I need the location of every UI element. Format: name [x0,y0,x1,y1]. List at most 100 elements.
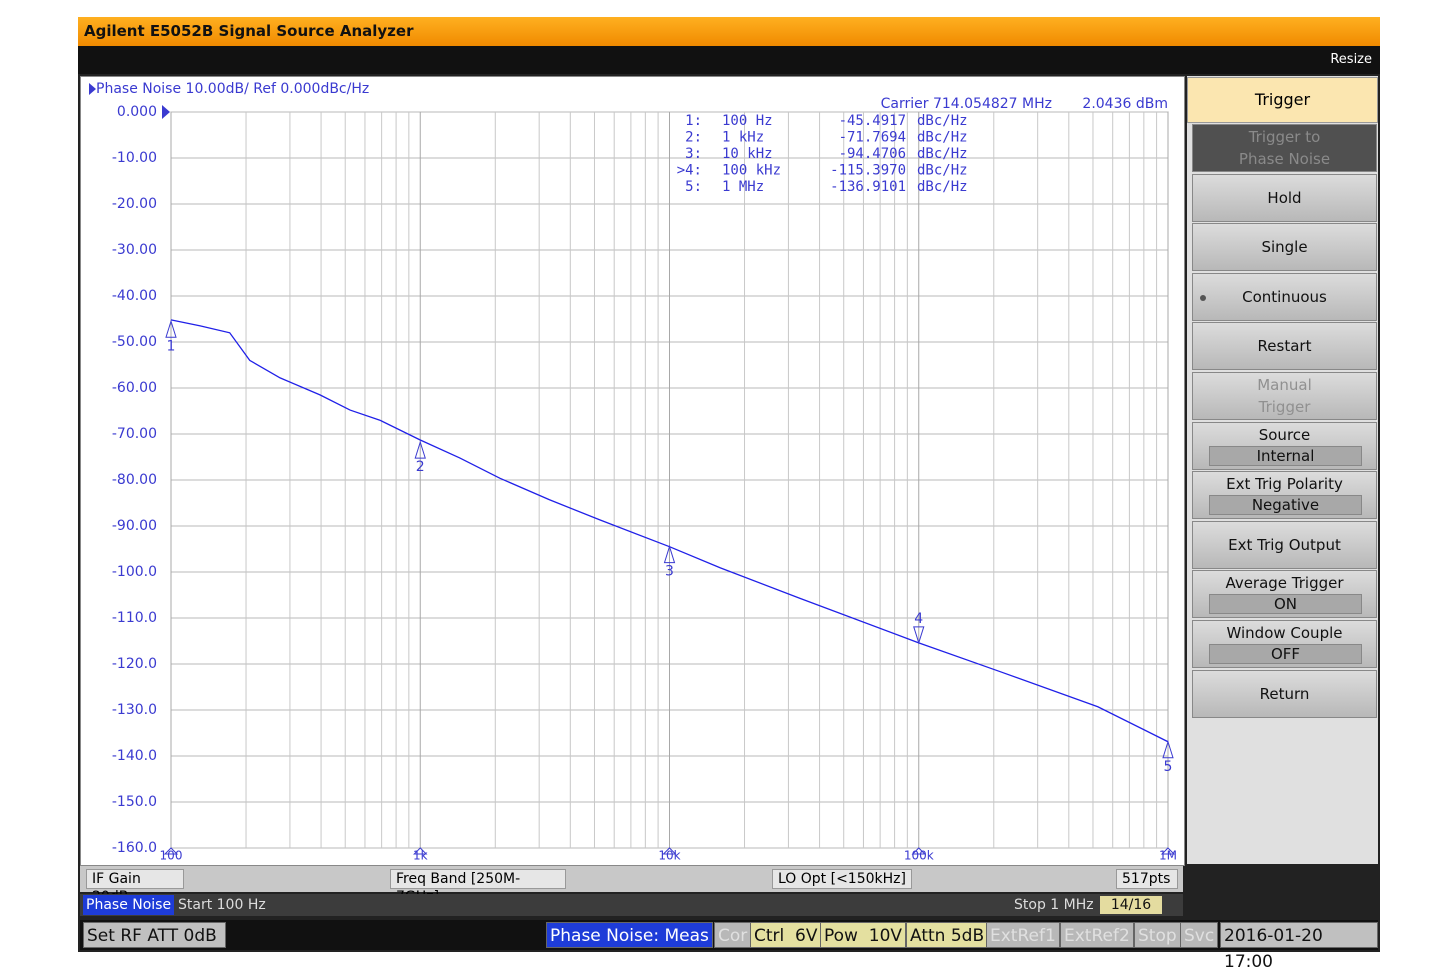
y-tick-label: -50.00 [112,334,157,350]
message: Set RF ATT 0dB [83,922,226,948]
softkey-label: Ext Trig Polarity [1226,475,1343,493]
stop: Stop 1 MHz [1014,897,1094,913]
y-tick-label: -120.0 [112,656,157,672]
y-tick-label: -90.00 [112,518,157,534]
y-tick-label: 0.000 [117,104,157,120]
carrier: Carrier 714.054827 MHz [881,96,1052,112]
softkey[interactable]: Source Internal [1192,422,1377,470]
softkey[interactable]: Average Trigger ON [1192,570,1377,618]
info-bar: IF Gain 20dB Freq Band [250M-7GHz] LO Op… [80,866,1183,905]
marker-label: 5 [1164,759,1173,775]
marker-unit: dBc/Hz [917,163,968,179]
softkey-label: Hold [1267,189,1302,207]
marker-id: 3: [685,146,702,162]
lo-opt: LO Opt [<150kHz] [772,869,912,889]
softkey-label: Manual Trigger [1257,376,1312,416]
marker-x: 1 MHz [722,179,764,195]
softkey[interactable]: Hold [1192,174,1377,222]
softkey[interactable]: Single [1192,223,1377,271]
marker-label: 2 [416,459,425,475]
softkey-label: Window Couple [1226,624,1343,642]
attn: Attn 5dB [906,922,989,948]
ref-pointer [162,105,170,119]
softkey: Trigger to Phase Noise [1192,124,1377,172]
marker-id: >4: [677,163,702,179]
y-tick-label: -70.00 [112,426,157,442]
resize-button[interactable]: Resize [1330,52,1372,67]
marker-unit: dBc/Hz [917,113,968,129]
marker-id: 1: [685,113,702,129]
y-tick-label: -10.00 [112,150,157,166]
y-tick-label: -140.0 [112,748,157,764]
marker [165,319,177,338]
stop-indicator: Stop [1134,922,1181,948]
marker-label: 4 [914,611,923,627]
page: 14/16 [1100,896,1162,914]
marker-id: 2: [685,130,702,146]
y-tick-label: -60.00 [112,380,157,396]
marker-value: -71.7694 [839,130,906,146]
y-tick-label: -30.00 [112,242,157,258]
menu-bar: Resize [78,46,1380,74]
marker-unit: dBc/Hz [917,179,968,195]
softkey[interactable]: Continuous [1192,273,1377,321]
y-tick-label: -20.00 [112,196,157,212]
softkey-value: ON [1209,594,1362,614]
softkey-label: Average Trigger [1225,574,1344,592]
x-tick-label: 100k [904,849,934,863]
marker-label: 3 [665,564,674,580]
x-tick-label: 1M [1159,849,1177,863]
softkey[interactable]: Ext Trig Polarity Negative [1192,471,1377,519]
bottom-bar: Set RF ATT 0dB Phase Noise: Meas Cor Ctr… [80,920,1378,972]
svc: Svc [1180,922,1219,948]
marker-value: -136.9101 [830,179,906,195]
softkey[interactable]: Restart [1192,322,1377,370]
marker-x: 100 kHz [722,163,781,179]
y-tick-label: -110.0 [112,610,157,626]
extref1: ExtRef1 [986,922,1060,948]
cor: Cor [714,922,752,948]
carrier-power: 2.0436 dBm [1082,96,1168,112]
datetime: 2016-01-20 17:00 [1220,922,1378,972]
softkey[interactable]: Ext Trig Output [1192,521,1377,569]
pow: Pow 10V [820,922,907,948]
x-tick-label: 1k [413,849,428,863]
softkey-header: Trigger [1187,77,1378,123]
softkey-label: Return [1259,685,1310,703]
title-bar: Agilent E5052B Signal Source Analyzer [78,17,1380,46]
x-marker-pointer [413,847,428,855]
marker-x: 1 kHz [722,130,764,146]
freq-band: Freq Band [250M-7GHz] [390,869,566,905]
chart-header: Phase Noise 10.00dB/ Ref 0.000dBc/Hz [96,81,369,97]
softkey-label: Single [1261,238,1308,256]
chart-area [80,76,1185,866]
marker [1162,740,1174,759]
marker-value: -45.4917 [839,113,906,129]
marker-value: -94.4706 [839,146,906,162]
ctrl: Ctrl 6V [750,922,822,948]
marker-label: 1 [167,338,176,354]
y-tick-label: -80.00 [112,472,157,488]
trace-indicator [89,83,96,95]
y-tick-label: -130.0 [112,702,157,718]
softkey: Manual Trigger [1192,372,1377,420]
marker-x: 10 kHz [722,146,773,162]
x-tick-label: 10k [658,849,680,863]
softkey[interactable]: Return [1192,670,1377,718]
meas-status: Phase Noise: Meas [546,922,713,948]
mode: Phase Noise [83,895,175,915]
y-tick-label: -150.0 [112,794,157,810]
marker-value: -115.3970 [830,163,906,179]
y-tick-label: -160.0 [112,840,157,856]
chart: Phase Noise 10.00dB/ Ref 0.000dBc/Hz Car… [89,81,1177,863]
marker-x: 100 Hz [722,113,773,129]
marker-unit: dBc/Hz [917,130,968,146]
y-tick-label: -100.0 [112,564,157,580]
softkey-value: Internal [1209,446,1362,466]
softkey-value: Negative [1209,495,1362,515]
softkey[interactable]: Window Couple OFF [1192,620,1377,668]
if-gain: IF Gain 20dB [86,869,184,905]
softkey-label: Trigger to Phase Noise [1238,128,1331,168]
status-bar: Phase Noise Start 100 Hz Stop 1 MHz 14/1… [80,894,1183,916]
